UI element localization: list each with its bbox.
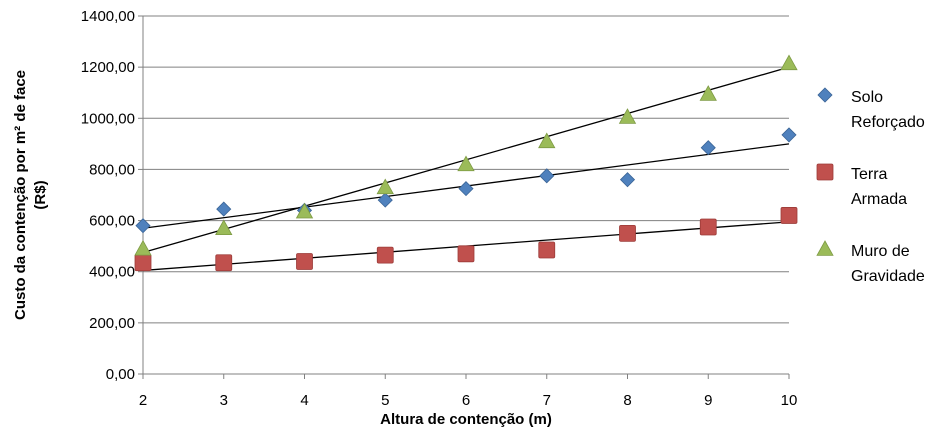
data-point-diamond (619, 172, 636, 188)
x-tick-label: 3 (220, 392, 228, 409)
legend-label: Armada (851, 191, 907, 208)
x-tick-label: 5 (381, 392, 389, 409)
data-point-triangle (780, 54, 798, 71)
data-point-triangle (295, 202, 314, 219)
x-tick-label: 6 (462, 392, 470, 409)
data-point-triangle (134, 239, 152, 256)
y-tick-label: 1200,00 (81, 59, 135, 76)
data-point-triangle (538, 132, 556, 149)
legend-marker-triangle (816, 240, 834, 256)
x-tick-label: 4 (300, 392, 308, 409)
data-point-triangle (215, 219, 233, 236)
data-point-triangle (457, 155, 475, 172)
data-point-triangle (618, 108, 637, 124)
y-tick-label: 800,00 (89, 161, 135, 178)
y-tick-label: 400,00 (89, 264, 135, 281)
data-point-diamond (458, 181, 474, 197)
legend-label: Reforçado (851, 114, 925, 131)
legend-label: Solo (851, 89, 883, 106)
data-point-square (699, 218, 717, 236)
data-point-square (296, 253, 313, 270)
y-tick-label: 1400,00 (81, 8, 135, 25)
x-tick-label: 10 (781, 392, 798, 409)
data-points (134, 54, 798, 272)
data-point-triangle (376, 178, 394, 195)
data-point-triangle (699, 85, 717, 101)
data-point-square (457, 245, 475, 263)
data-point-diamond (781, 127, 797, 143)
data-point-square (538, 241, 556, 259)
grid-lines (138, 15, 789, 375)
x-tick-label: 9 (704, 392, 712, 409)
legend-marker-diamond (817, 87, 833, 103)
y-axis-title-line: (R$) (32, 180, 49, 209)
data-point-diamond (216, 201, 232, 217)
x-tick-labels: 2 3 4 5 6 7 8 9 10 (139, 392, 798, 409)
legend-label: Muro de (851, 243, 910, 260)
data-point-diamond (539, 168, 555, 184)
y-tick-label: 1000,00 (81, 110, 135, 127)
data-point-diamond (135, 218, 151, 234)
y-axis-title: Custo da contenção por m² de face (R$) (12, 70, 49, 320)
data-point-square (780, 207, 798, 224)
x-tick-label: 7 (543, 392, 551, 409)
x-tick-label: 2 (139, 392, 147, 409)
y-tick-labels: 0,00 200,00 400,00 600,00 800,00 1000,00 1200,… (81, 8, 135, 383)
legend-label: Gravidade (851, 268, 925, 285)
y-tick-label: 0,00 (106, 366, 135, 383)
y-tick-label: 600,00 (89, 213, 135, 230)
data-point-diamond (700, 140, 716, 156)
axes (142, 16, 790, 379)
y-tick-label: 200,00 (89, 315, 135, 332)
data-point-square (619, 224, 636, 242)
data-point-diamond (377, 192, 393, 208)
data-point-square (215, 254, 233, 272)
data-point-square (134, 254, 152, 272)
legend-marker-square (816, 163, 834, 181)
x-tick-label: 8 (623, 392, 631, 409)
x-axis-title: Altura de contenção (m) (380, 411, 552, 428)
data-point-square (376, 246, 394, 264)
y-axis-title-line: Custo da contenção por m² de face (12, 70, 29, 320)
legend: Solo Reforçado Terra Armada Muro de Gravidade (816, 87, 925, 285)
legend-label: Terra (851, 166, 888, 183)
